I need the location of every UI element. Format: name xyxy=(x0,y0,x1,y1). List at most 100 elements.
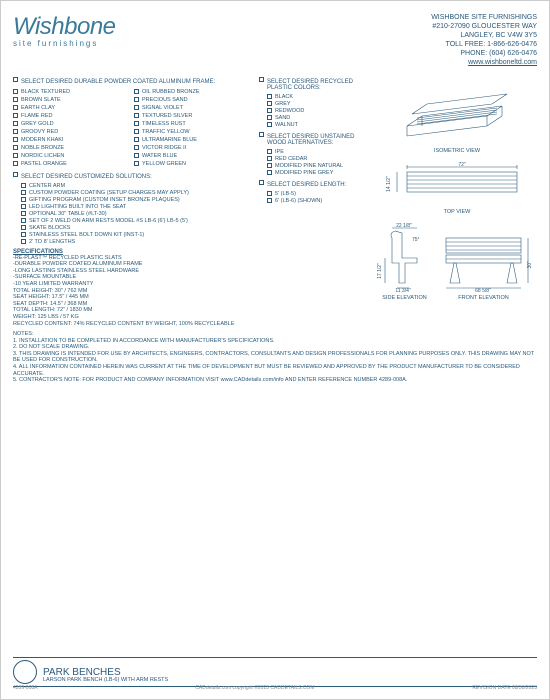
plastic-options: BLACKGREYREDWOODSANDWALNUT xyxy=(259,94,369,128)
checkbox-icon[interactable] xyxy=(134,113,139,118)
option-label: TIMELESS RUST xyxy=(142,121,186,127)
option-item: TEXTURED SILVER xyxy=(134,113,251,119)
note-line: 4. ALL INFORMATION CONTAINED HEREIN WAS … xyxy=(13,364,537,377)
footer-circle-icon xyxy=(13,660,37,684)
spec-line: -SURFACE MOUNTABLE xyxy=(13,274,251,281)
checkbox-icon[interactable] xyxy=(21,218,26,223)
checkbox-icon[interactable] xyxy=(267,101,272,106)
checkbox-icon[interactable] xyxy=(134,153,139,158)
option-item: WATER BLUE xyxy=(134,153,251,159)
checkbox-icon[interactable] xyxy=(267,191,272,196)
option-label: FLAME RED xyxy=(21,113,52,119)
checkbox-icon[interactable] xyxy=(267,156,272,161)
option-item: SET OF 2 WELD ON ARM RESTS MODEL #S LB-6… xyxy=(21,218,251,224)
spec-line: -DURABLE POWDER COATED ALUMINUM FRAME xyxy=(13,261,251,268)
footer-copyright: CADdetails.com copyright ©2023 CADDETAIL… xyxy=(195,685,314,691)
checkbox-icon[interactable] xyxy=(13,77,18,82)
checkbox-icon[interactable] xyxy=(134,97,139,102)
checkbox-icon[interactable] xyxy=(13,145,18,150)
checkbox-icon[interactable] xyxy=(21,190,26,195)
logo-text: Wishbone xyxy=(13,13,116,41)
footer: PARK BENCHES LARSON PARK BENCH (LB-6) WI… xyxy=(13,657,537,691)
checkbox-icon[interactable] xyxy=(21,232,26,237)
checkbox-icon[interactable] xyxy=(13,113,18,118)
option-item: WALNUT xyxy=(267,122,369,128)
checkbox-icon[interactable] xyxy=(267,122,272,127)
checkbox-icon[interactable] xyxy=(267,198,272,203)
notes-title: NOTES: xyxy=(13,331,537,338)
checkbox-icon[interactable] xyxy=(259,77,264,82)
option-item: REDWOOD xyxy=(267,108,369,114)
elevation-row: 22 1/8" 11 3/4" 17 1/2" 75° SIDE ELEVATI… xyxy=(377,223,537,309)
option-item: BLACK TEXTURED xyxy=(13,89,130,95)
option-label: BLACK xyxy=(275,94,293,100)
wood-options: IPERED CEDARMODIFIED PINE NATURALMODIFIE… xyxy=(259,149,369,176)
checkbox-icon[interactable] xyxy=(21,239,26,244)
checkbox-icon[interactable] xyxy=(21,225,26,230)
option-item: NORDIC LICHEN xyxy=(13,153,130,159)
length-options: 5' (LB-5)6' (LB-6) (SHOWN) xyxy=(259,191,369,204)
checkbox-icon[interactable] xyxy=(13,137,18,142)
option-item: PASTEL ORANGE xyxy=(13,161,130,167)
option-label: PRECIOUS SAND xyxy=(142,97,188,103)
length-title: SELECT DESIRED LENGTH: xyxy=(267,182,346,188)
option-label: GREY GOLD xyxy=(21,121,54,127)
option-label: GIFTING PROGRAM (CUSTOM INSET BRONZE PLA… xyxy=(29,197,180,203)
checkbox-icon[interactable] xyxy=(13,172,18,177)
column-2: SELECT DESIRED RECYCLED PLASTIC COLORS: … xyxy=(259,76,369,328)
custom-title: SELECT DESIRED CUSTOMIZED SOLUTIONS: xyxy=(21,174,152,180)
checkbox-icon[interactable] xyxy=(134,129,139,134)
option-item: GIFTING PROGRAM (CUSTOM INSET BRONZE PLA… xyxy=(21,197,251,203)
checkbox-icon[interactable] xyxy=(134,145,139,150)
option-label: BROWN SLATE xyxy=(21,97,61,103)
checkbox-icon[interactable] xyxy=(13,105,18,110)
option-item: PRECIOUS SAND xyxy=(134,97,251,103)
svg-text:11 3/4": 11 3/4" xyxy=(395,288,411,293)
checkbox-icon[interactable] xyxy=(21,204,26,209)
checkbox-icon[interactable] xyxy=(267,108,272,113)
footer-product: LARSON PARK BENCH (LB-6) WITH ARM RESTS xyxy=(43,677,537,683)
option-item: 2' TO 8' LENGTHS xyxy=(21,239,251,245)
checkbox-icon[interactable] xyxy=(21,211,26,216)
checkbox-icon[interactable] xyxy=(13,161,18,166)
option-label: SKATE BLOCKS xyxy=(29,225,70,231)
checkbox-icon[interactable] xyxy=(134,89,139,94)
option-item: BLACK xyxy=(267,94,369,100)
front-label: FRONT ELEVATION xyxy=(436,295,531,301)
option-label: MODERN KHAKI xyxy=(21,137,63,143)
checkbox-icon[interactable] xyxy=(13,89,18,94)
option-item: IPE xyxy=(267,149,369,155)
option-item: FLAME RED xyxy=(13,113,130,119)
option-label: OIL RUBBED BRONZE xyxy=(142,89,200,95)
checkbox-icon[interactable] xyxy=(13,121,18,126)
checkbox-icon[interactable] xyxy=(259,132,264,137)
svg-text:30": 30" xyxy=(527,260,531,268)
checkbox-icon[interactable] xyxy=(259,180,264,185)
checkbox-icon[interactable] xyxy=(21,183,26,188)
option-item: LED LIGHTING BUILT INTO THE SEAT xyxy=(21,204,251,210)
checkbox-icon[interactable] xyxy=(134,137,139,142)
checkbox-icon[interactable] xyxy=(267,170,272,175)
checkbox-icon[interactable] xyxy=(267,163,272,168)
option-item: CENTER ARM xyxy=(21,183,251,189)
option-label: TRAFFIC YELLOW xyxy=(142,129,190,135)
checkbox-icon[interactable] xyxy=(134,121,139,126)
option-label: ULTRAMARINE BLUE xyxy=(142,137,197,143)
checkbox-icon[interactable] xyxy=(134,161,139,166)
checkbox-icon[interactable] xyxy=(267,94,272,99)
checkbox-icon[interactable] xyxy=(134,105,139,110)
frame-options: BLACK TEXTURED OIL RUBBED BRONZE BROWN SLA… xyxy=(13,88,251,168)
checkbox-icon[interactable] xyxy=(21,197,26,202)
wood-title: SELECT DESIRED UNSTAINED WOOD ALTERNATIV… xyxy=(267,134,369,146)
option-item: 6' (LB-6) (SHOWN) xyxy=(267,198,369,204)
checkbox-icon[interactable] xyxy=(267,115,272,120)
checkbox-icon[interactable] xyxy=(267,149,272,154)
option-label: LED LIGHTING BUILT INTO THE SEAT xyxy=(29,204,126,210)
checkbox-icon[interactable] xyxy=(13,129,18,134)
isometric-drawing: ISOMETRIC VIEW xyxy=(377,76,537,154)
option-item: YELLOW GREEN xyxy=(134,161,251,167)
note-line: 2. DO NOT SCALE DRAWING. xyxy=(13,344,537,351)
checkbox-icon[interactable] xyxy=(13,97,18,102)
checkbox-icon[interactable] xyxy=(13,153,18,158)
option-item: TIMELESS RUST xyxy=(134,121,251,127)
